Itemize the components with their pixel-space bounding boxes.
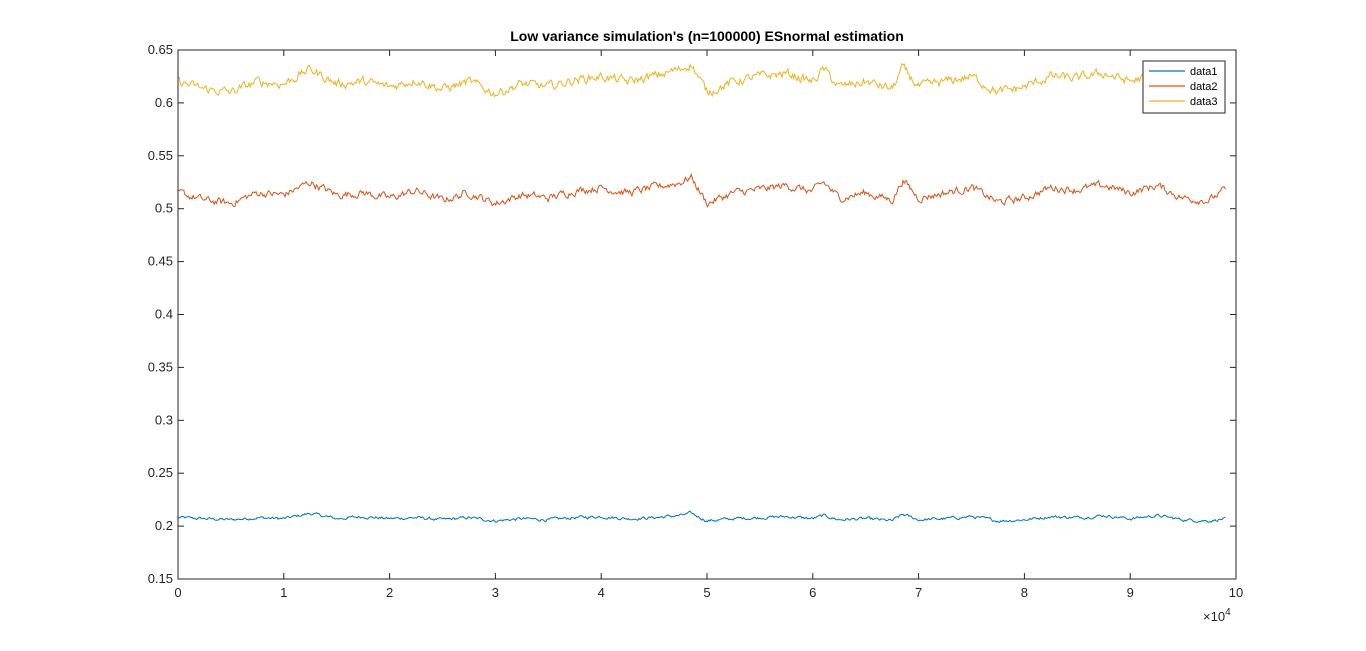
- x-tick-label: 8: [1021, 585, 1028, 600]
- chart-title: Low variance simulation's (n=100000) ESn…: [510, 28, 904, 44]
- x-tick-label: 5: [703, 585, 710, 600]
- plot-area: [178, 50, 1236, 579]
- series-line-data1: [177, 510, 1226, 524]
- x-tick-label: 2: [386, 585, 393, 600]
- y-tick-label: 0.3: [155, 412, 173, 427]
- y-tick-label: 0.15: [148, 571, 173, 586]
- x-tick-label: 0: [174, 585, 181, 600]
- legend: data1 data2 data3: [1142, 60, 1226, 114]
- x-tick-label: 10: [1229, 585, 1243, 600]
- legend-label-data3: data3: [1190, 96, 1218, 108]
- series-lines: [177, 62, 1226, 524]
- x-exponent-label: ×104: [1203, 607, 1231, 624]
- axes: 0 1 2 3 4 5 6 7 8 9 10 0.15 0.2 0.25 0.3 0.35 0.4 0.45 0.5…: [148, 42, 1244, 624]
- x-tick-label: 7: [915, 585, 922, 600]
- y-tick-label: 0.6: [155, 95, 173, 110]
- y-tick-label: 0.35: [148, 359, 173, 374]
- series-line-data2: [177, 172, 1226, 209]
- y-tick-label: 0.4: [155, 307, 173, 322]
- y-tick-label: 0.25: [148, 465, 173, 480]
- plot-background: [178, 50, 1236, 579]
- legend-box: [1142, 60, 1226, 114]
- y-tick-label: 0.55: [148, 148, 173, 163]
- y-tick-label: 0.45: [148, 254, 173, 269]
- y-tick-label: 0.65: [148, 42, 173, 57]
- x-tick-label: 3: [492, 585, 499, 600]
- x-tick-label: 1: [280, 585, 287, 600]
- x-tick-label: 9: [1127, 585, 1134, 600]
- x-tick-label: 6: [809, 585, 816, 600]
- series-line-data3: [177, 62, 1226, 98]
- y-tick-label: 0.2: [155, 518, 173, 533]
- x-exponent-power: 4: [1225, 607, 1231, 618]
- legend-label-data1: data1: [1190, 66, 1218, 78]
- x-tick-label: 4: [598, 585, 605, 600]
- y-tick-label: 0.5: [155, 201, 173, 216]
- legend-label-data2: data2: [1190, 81, 1218, 93]
